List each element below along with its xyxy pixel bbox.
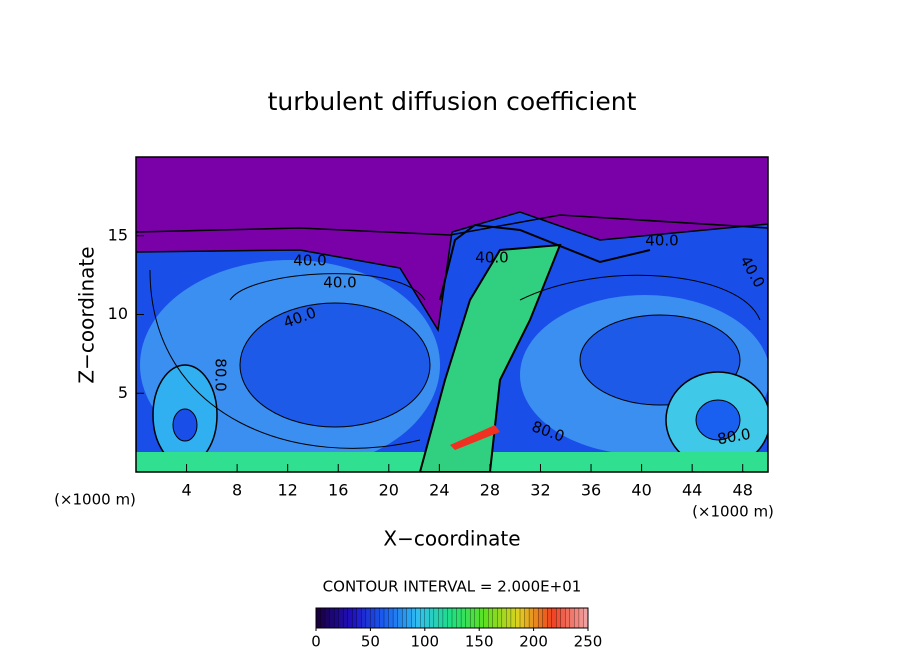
colorbar-tick-label: 0 [311,633,321,651]
colorbar-swatch [578,607,584,629]
y-tick-label: 5 [118,383,128,402]
contour-label: 40.0 [293,252,326,270]
colorbar-swatch [524,607,530,629]
colorbar-swatch [315,607,321,629]
colorbar-swatch [433,607,439,629]
colorbar-swatch [542,607,548,629]
colorbar-tick-label: 50 [361,633,380,651]
colorbar-swatch [320,607,326,629]
colorbar-swatch [424,607,430,629]
x-tick-label: 24 [429,481,449,500]
colorbar-swatch [406,607,412,629]
x-tick-label: 20 [379,481,399,500]
colorbar-swatch [388,607,394,629]
y-axis-label: Z−coordinate [75,246,99,383]
colorbar-swatch [401,607,408,629]
colorbar-swatch [551,607,557,629]
colorbar-swatch [442,607,448,629]
contour-label: 80.0 [212,358,230,391]
colorbar-swatch [565,607,571,629]
colorbar-swatch [429,607,435,629]
contour-label: 80.0 [716,425,752,449]
colorbar-swatch [415,607,421,629]
colorbar-tick-label: 200 [519,633,548,651]
contour-field [136,157,768,472]
contour-label: 40.0 [475,249,508,267]
colorbar-tick-label: 150 [465,633,494,651]
colorbar-swatch [338,607,344,629]
colorbar-swatch [501,607,507,629]
colorbar-swatch [528,607,535,629]
colorbar-swatch [492,607,498,629]
colorbar-swatch [510,607,516,629]
x-tick-label: 28 [480,481,500,500]
colorbar-swatch [569,607,575,629]
colorbar-swatch [333,607,340,629]
x-tick-label: 36 [581,481,601,500]
x-unit: (×1000 m) [692,503,774,521]
contour-label: 40.0 [323,274,356,292]
colorbar-swatch [460,607,467,629]
colorbar-swatch [438,607,444,629]
y-unit: (×1000 m) [54,491,136,509]
colorbar-swatch [392,607,399,629]
colorbar-swatch [537,607,544,629]
colorbar-swatch [383,607,389,629]
colorbar-swatch [329,607,335,629]
colorbar-swatch [365,607,371,629]
colorbar-swatch [356,607,362,629]
chart-title: turbulent diffusion coefficient [268,87,637,116]
colorbar-swatch [574,607,580,629]
x-tick-label: 48 [733,481,753,500]
colorbar-swatch [347,607,353,629]
x-tick-label: 4 [181,481,191,500]
x-tick-label: 44 [682,481,702,500]
colorbar-swatch [474,607,480,629]
contour-label: 40.0 [645,232,678,250]
colorbar-swatch [374,607,380,629]
x-tick-label: 16 [328,481,348,500]
colorbar-swatch [379,607,385,629]
colorbar-swatch [556,607,562,629]
colorbar-swatch [370,607,376,629]
colorbar-swatch [352,607,358,629]
contour-interval: CONTOUR INTERVAL = 2.000E+01 [323,578,582,596]
y-tick-label: 15 [108,225,128,244]
colorbar-swatch [456,607,462,629]
colorbar-frame [315,607,589,629]
y-tick-label: 10 [108,304,128,323]
colorbar-swatch [519,607,525,629]
colorbar-swatch [560,607,566,629]
colorbar-swatch [397,607,403,629]
colorbar-swatch [497,607,503,629]
colorbar-swatch [547,607,553,629]
colorbar-swatch [515,607,521,629]
x-tick-label: 32 [530,481,550,500]
x-tick-label: 40 [631,481,651,500]
colorbar-swatch [361,607,367,629]
colorbar-swatch [451,607,457,629]
x-tick-label: 12 [278,481,298,500]
colorbar-swatch [324,607,331,629]
colorbar-tick-label: 250 [574,633,603,651]
colorbar-swatch [465,607,471,629]
colorbar-swatch [479,607,485,629]
colorbar-swatch [447,607,453,629]
x-axis-label: X−coordinate [383,527,520,551]
colorbar-swatch [469,607,476,629]
colorbar-swatch [411,607,417,629]
colorbar-swatch [483,607,489,629]
colorbar-swatch [343,607,349,629]
colorbar-tick-label: 100 [410,633,439,651]
x-tick-label: 8 [232,481,242,500]
colorbar-swatch [488,607,494,629]
colorbar-swatch [506,607,512,629]
colorbar-swatch [533,607,539,629]
colorbar-swatch [420,607,426,629]
